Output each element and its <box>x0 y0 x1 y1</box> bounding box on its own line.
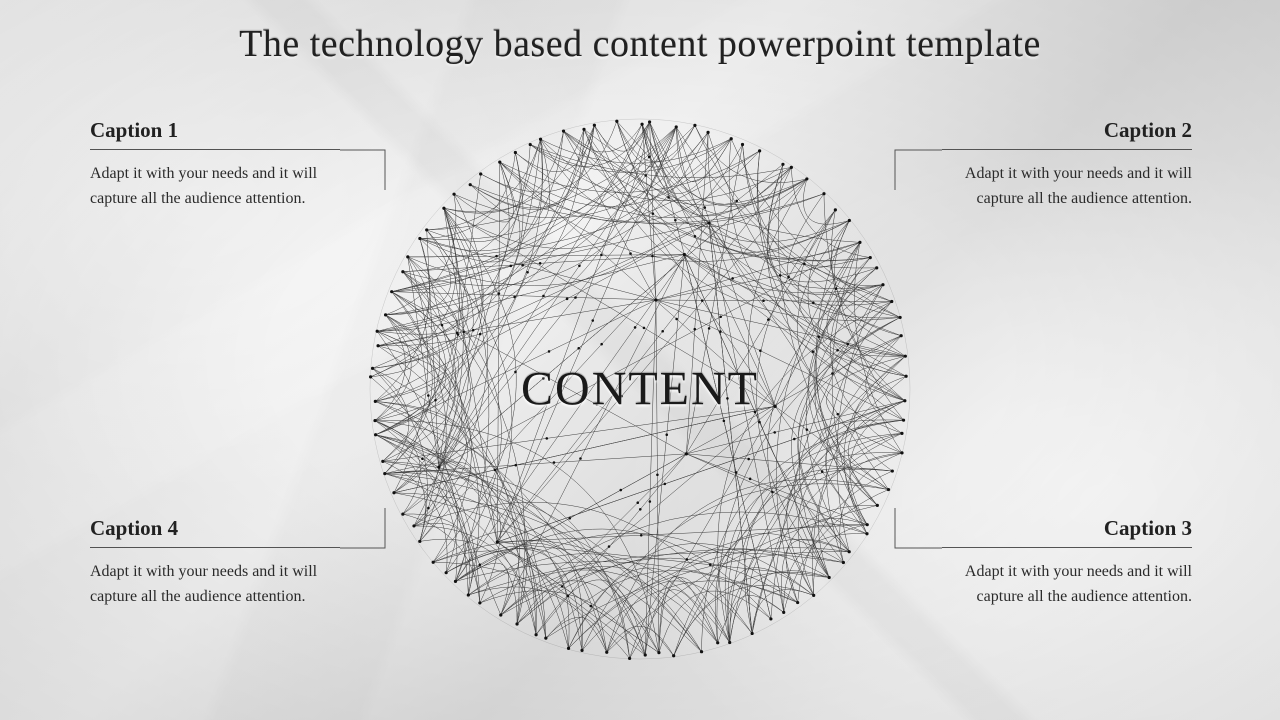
caption-3-body: Adapt it with your needs and it will cap… <box>942 560 1192 610</box>
caption-3-heading: Caption 3 <box>942 516 1192 548</box>
caption-1-body: Adapt it with your needs and it will cap… <box>90 162 340 212</box>
center-label: CONTENT <box>521 361 759 416</box>
caption-4-heading: Caption 4 <box>90 516 340 548</box>
caption-4: Caption 4 Adapt it with your needs and i… <box>90 516 340 610</box>
caption-2: Caption 2 Adapt it with your needs and i… <box>942 118 1192 212</box>
caption-4-body: Adapt it with your needs and it will cap… <box>90 560 340 610</box>
network-sphere: CONTENT <box>350 99 930 679</box>
caption-2-body: Adapt it with your needs and it will cap… <box>942 162 1192 212</box>
caption-1-heading: Caption 1 <box>90 118 340 150</box>
slide-title: The technology based content powerpoint … <box>0 22 1280 66</box>
caption-3: Caption 3 Adapt it with your needs and i… <box>942 516 1192 610</box>
caption-2-heading: Caption 2 <box>942 118 1192 150</box>
caption-1: Caption 1 Adapt it with your needs and i… <box>90 118 340 212</box>
